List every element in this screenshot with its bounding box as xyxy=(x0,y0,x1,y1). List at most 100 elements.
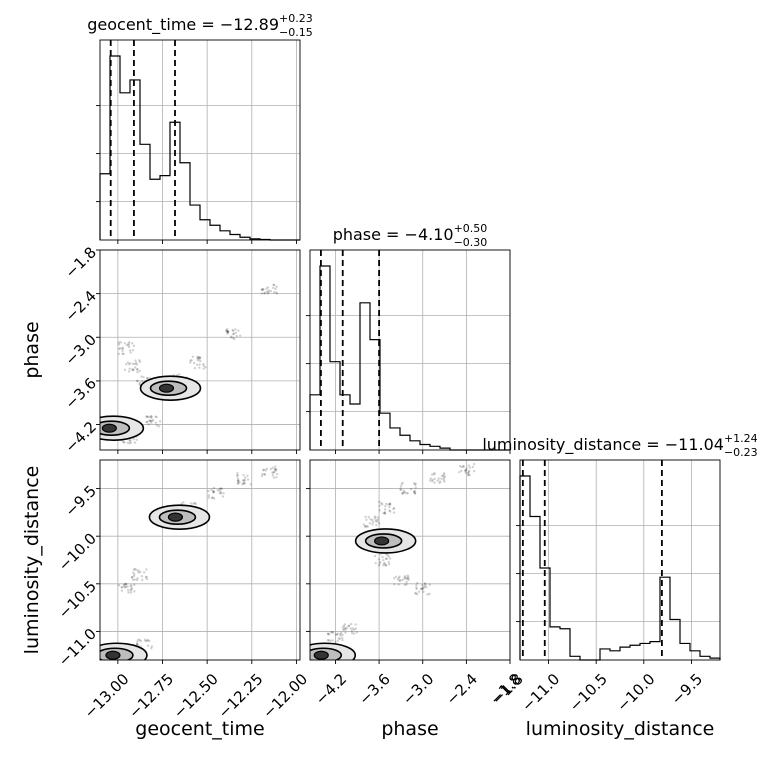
scatter-point xyxy=(226,330,229,334)
scatter-point xyxy=(423,582,427,585)
scatter-point xyxy=(399,488,403,491)
scatter-point xyxy=(198,356,202,360)
histogram-phase xyxy=(309,265,510,451)
scatter-point xyxy=(388,505,391,509)
scatter-point xyxy=(131,368,135,372)
title-sub: −0.15 xyxy=(279,26,313,39)
scatter-point xyxy=(343,626,347,630)
scatter-point xyxy=(430,473,434,476)
scatter-point xyxy=(275,472,279,476)
scatter-point xyxy=(443,475,447,479)
scatter-point xyxy=(377,500,381,504)
scatter-point xyxy=(329,631,333,634)
scatter-point xyxy=(343,623,346,626)
scatter-point xyxy=(233,337,236,341)
scatter-point xyxy=(405,576,408,580)
scatter-point xyxy=(352,628,356,631)
scatter-point xyxy=(119,341,123,344)
scatter-point xyxy=(242,479,245,482)
scatter-point xyxy=(130,584,133,587)
scatter-point xyxy=(145,568,148,571)
scatter-point xyxy=(143,638,147,641)
scatter-point xyxy=(133,583,136,586)
scatter-point xyxy=(264,469,267,472)
scatter-point xyxy=(373,516,376,519)
scatter-point xyxy=(149,419,153,423)
scatter-point xyxy=(236,471,239,475)
scatter-point xyxy=(386,553,389,557)
scatter-point xyxy=(138,381,142,384)
scatter-point xyxy=(467,464,470,467)
scatter-point xyxy=(273,470,276,473)
scatter-point xyxy=(140,575,144,578)
panel-frame-phase-luminosity_distance xyxy=(309,459,511,661)
scatter-point xyxy=(406,492,409,495)
scatter-point xyxy=(192,361,196,365)
contour-inner xyxy=(158,383,175,393)
scatter-point xyxy=(393,583,396,586)
y-tick-label-phase: −2.4 xyxy=(62,287,100,325)
scatter-point xyxy=(466,471,470,475)
scatter-point xyxy=(397,576,400,580)
scatter-point xyxy=(364,525,367,528)
scatter-point xyxy=(342,628,345,631)
scatter-point xyxy=(212,486,216,490)
scatter-point xyxy=(344,628,348,631)
scatter-point xyxy=(326,638,329,642)
scatter-point xyxy=(467,474,470,477)
scatter-point xyxy=(266,286,270,289)
scatter-point xyxy=(376,516,380,519)
scatter-point xyxy=(132,571,135,574)
title-sub: −0.23 xyxy=(724,446,758,459)
scatter-point xyxy=(368,521,372,525)
scatter-point xyxy=(327,633,331,636)
scatter-point xyxy=(334,633,338,636)
scatter-point xyxy=(261,288,265,291)
scatter-point xyxy=(133,578,137,581)
scatter-point xyxy=(211,496,214,499)
x-tick-label-geocent_time: −12.00 xyxy=(259,670,311,722)
scatter-point xyxy=(202,367,205,370)
scatter-point xyxy=(415,584,418,587)
scatter-point xyxy=(262,288,265,291)
scatter-point xyxy=(420,587,423,590)
scatter-point xyxy=(374,518,377,522)
scatter-point xyxy=(472,470,476,473)
scatter-point xyxy=(145,415,148,419)
scatter-point xyxy=(387,560,390,564)
panel-frame-diag-geocent_time xyxy=(99,39,301,241)
scatter-point xyxy=(275,285,278,288)
x-axis-label-luminosity_distance: luminosity_distance xyxy=(526,718,715,740)
scatter-point xyxy=(407,577,410,580)
scatter-point xyxy=(341,626,345,629)
scatter-point xyxy=(263,292,266,295)
scatter-point xyxy=(129,351,132,354)
panel-frame-geocent_time-luminosity_distance xyxy=(99,459,301,661)
scatter-point xyxy=(371,523,374,526)
scatter-point xyxy=(234,331,237,335)
scatter-point xyxy=(142,571,146,574)
scatter-point xyxy=(150,419,154,423)
scatter-point xyxy=(150,421,153,425)
scatter-point xyxy=(132,368,135,371)
x-axis-label-geocent_time: geocent_time xyxy=(135,718,264,740)
scatter-point xyxy=(369,518,372,521)
scatter-point xyxy=(377,564,381,567)
scatter-point xyxy=(136,368,139,371)
scatter-point xyxy=(136,638,140,641)
scatter-point xyxy=(388,509,391,512)
scatter-point xyxy=(131,368,134,371)
scatter-point xyxy=(133,573,136,576)
scatter-point xyxy=(339,634,342,637)
scatter-point xyxy=(406,574,410,577)
scatter-point xyxy=(128,442,131,445)
scatter-point xyxy=(331,639,334,642)
scatter-point xyxy=(197,356,201,359)
scatter-point xyxy=(382,511,385,515)
scatter-point xyxy=(243,482,247,485)
scatter-point xyxy=(121,346,125,350)
x-tick-label-geocent_time: −13.00 xyxy=(81,670,133,722)
scatter-point xyxy=(145,577,149,581)
scatter-point xyxy=(232,332,235,336)
scatter-point xyxy=(189,361,192,364)
